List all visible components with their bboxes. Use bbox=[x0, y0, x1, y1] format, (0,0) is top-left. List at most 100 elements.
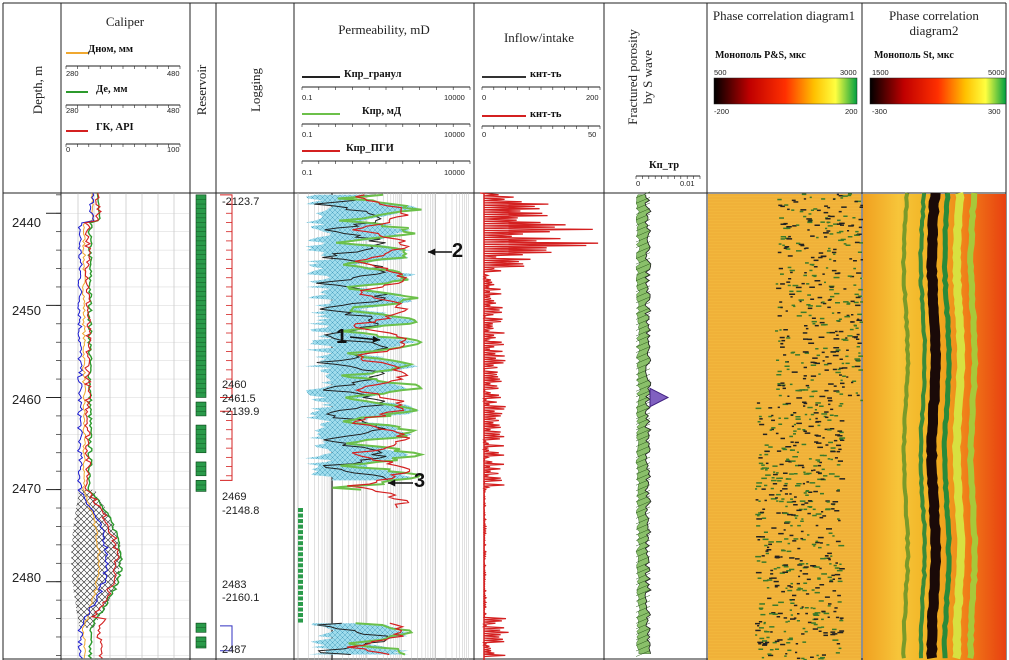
phase1-speck bbox=[849, 328, 854, 331]
phase1-speck bbox=[840, 238, 846, 241]
phase1-speck bbox=[856, 333, 860, 336]
annotation-2: 2 bbox=[452, 240, 464, 262]
frac-hatch bbox=[635, 628, 651, 635]
phase1-speck bbox=[792, 594, 797, 597]
phase1-speck bbox=[755, 488, 758, 490]
phase1-speck bbox=[834, 457, 838, 459]
phase1-speck bbox=[768, 654, 774, 657]
phase1-speck bbox=[819, 321, 825, 324]
phase1-speck bbox=[780, 306, 783, 309]
phase1-speck bbox=[779, 490, 783, 492]
phase1-speck bbox=[792, 284, 799, 287]
phase1-speck bbox=[778, 267, 783, 270]
phase1-speck bbox=[810, 379, 814, 381]
phase1-speck bbox=[757, 625, 760, 627]
phase1-speck bbox=[823, 475, 828, 477]
phase1-speck bbox=[804, 352, 809, 354]
phase1-speck bbox=[818, 256, 823, 259]
phase1-speck bbox=[793, 201, 799, 203]
phase1-speck bbox=[802, 627, 806, 630]
phase1-speck bbox=[828, 603, 832, 605]
phase1-speck bbox=[791, 304, 795, 307]
phase1-speck bbox=[839, 617, 844, 619]
phase1-speck bbox=[785, 621, 788, 623]
phase1-speck bbox=[852, 380, 857, 382]
phase1-speck bbox=[835, 562, 838, 564]
phase1-speck bbox=[811, 390, 815, 393]
phase1-speck bbox=[802, 589, 807, 592]
phase1-speck bbox=[784, 493, 788, 495]
phase1-speck bbox=[803, 274, 807, 277]
phase1-speck bbox=[803, 582, 808, 584]
phase1-speck bbox=[830, 295, 835, 298]
phase1-speck bbox=[766, 636, 770, 639]
logging-track bbox=[220, 194, 233, 652]
phase1-speck bbox=[817, 577, 821, 579]
logging-label: 2469 bbox=[222, 491, 247, 503]
phase1-speck bbox=[837, 312, 841, 314]
phase1-speck bbox=[776, 500, 779, 502]
frac-hatch bbox=[635, 213, 651, 221]
phase1-speck bbox=[755, 634, 758, 636]
phase1-speck bbox=[766, 579, 773, 581]
phase1-speck bbox=[785, 505, 788, 508]
phase1-speck bbox=[810, 298, 815, 300]
phase1-speck bbox=[810, 361, 815, 364]
phase1-speck bbox=[757, 577, 762, 579]
phase1-speck bbox=[838, 577, 842, 580]
phase1-speck bbox=[756, 536, 761, 538]
phase1-speck bbox=[758, 415, 762, 418]
phase1-speck bbox=[837, 489, 840, 491]
curve-de bbox=[87, 192, 124, 659]
legend-graphics bbox=[65, 52, 1007, 179]
phase1-speck bbox=[787, 589, 793, 592]
depth-tick-label: 2440 bbox=[12, 215, 41, 230]
phase1-speck bbox=[805, 563, 809, 565]
phase1-speck bbox=[779, 217, 784, 219]
phase1-speck bbox=[857, 251, 862, 253]
phase1-speck bbox=[819, 542, 823, 544]
phase1-speck bbox=[820, 557, 826, 560]
phase1-speck bbox=[785, 248, 791, 250]
phase1-speck bbox=[856, 394, 860, 397]
phase1-speck bbox=[806, 304, 811, 306]
phase1-speck bbox=[798, 299, 804, 301]
phase1-speck bbox=[795, 224, 800, 226]
scale-inflow1-max: 200 bbox=[586, 93, 599, 102]
phase1-speck bbox=[759, 627, 764, 629]
phase1-speck bbox=[833, 385, 837, 387]
phase1-speck bbox=[787, 649, 792, 652]
phase1-speck bbox=[855, 327, 859, 329]
phase1-speck bbox=[810, 256, 815, 259]
phase1-speck bbox=[790, 524, 793, 527]
phase1-speck bbox=[815, 348, 819, 350]
phase1-speck bbox=[761, 555, 765, 557]
phase1-speck bbox=[771, 577, 777, 579]
reservoir-header: Reservoir bbox=[194, 64, 209, 116]
phase1-speck bbox=[758, 457, 763, 459]
phase1-speck bbox=[839, 222, 845, 225]
phase1-speck bbox=[855, 296, 861, 299]
phase1-speck bbox=[801, 518, 804, 520]
phase1-speck bbox=[839, 437, 846, 439]
phase1-speck bbox=[854, 358, 861, 360]
phase1-speck bbox=[856, 272, 862, 274]
phase1-speck bbox=[816, 236, 819, 239]
phase1-speck bbox=[803, 405, 806, 407]
phase1-speck bbox=[838, 195, 844, 197]
phase1-speck bbox=[802, 351, 809, 353]
phase1-speck bbox=[780, 283, 785, 285]
phase1-speck bbox=[814, 612, 821, 614]
phase1-speck bbox=[828, 532, 833, 534]
legend-de: Де, мм bbox=[96, 84, 128, 95]
phase1-speck bbox=[786, 458, 789, 460]
phase1-speck bbox=[756, 525, 761, 527]
phase1-speck bbox=[770, 487, 774, 490]
phase1-speck bbox=[773, 568, 777, 570]
phase1-speck bbox=[783, 227, 789, 230]
phase1-speck bbox=[783, 617, 788, 619]
phase1-speck bbox=[815, 417, 818, 420]
phase1-speck bbox=[773, 580, 779, 583]
phase2-band bbox=[900, 192, 911, 659]
